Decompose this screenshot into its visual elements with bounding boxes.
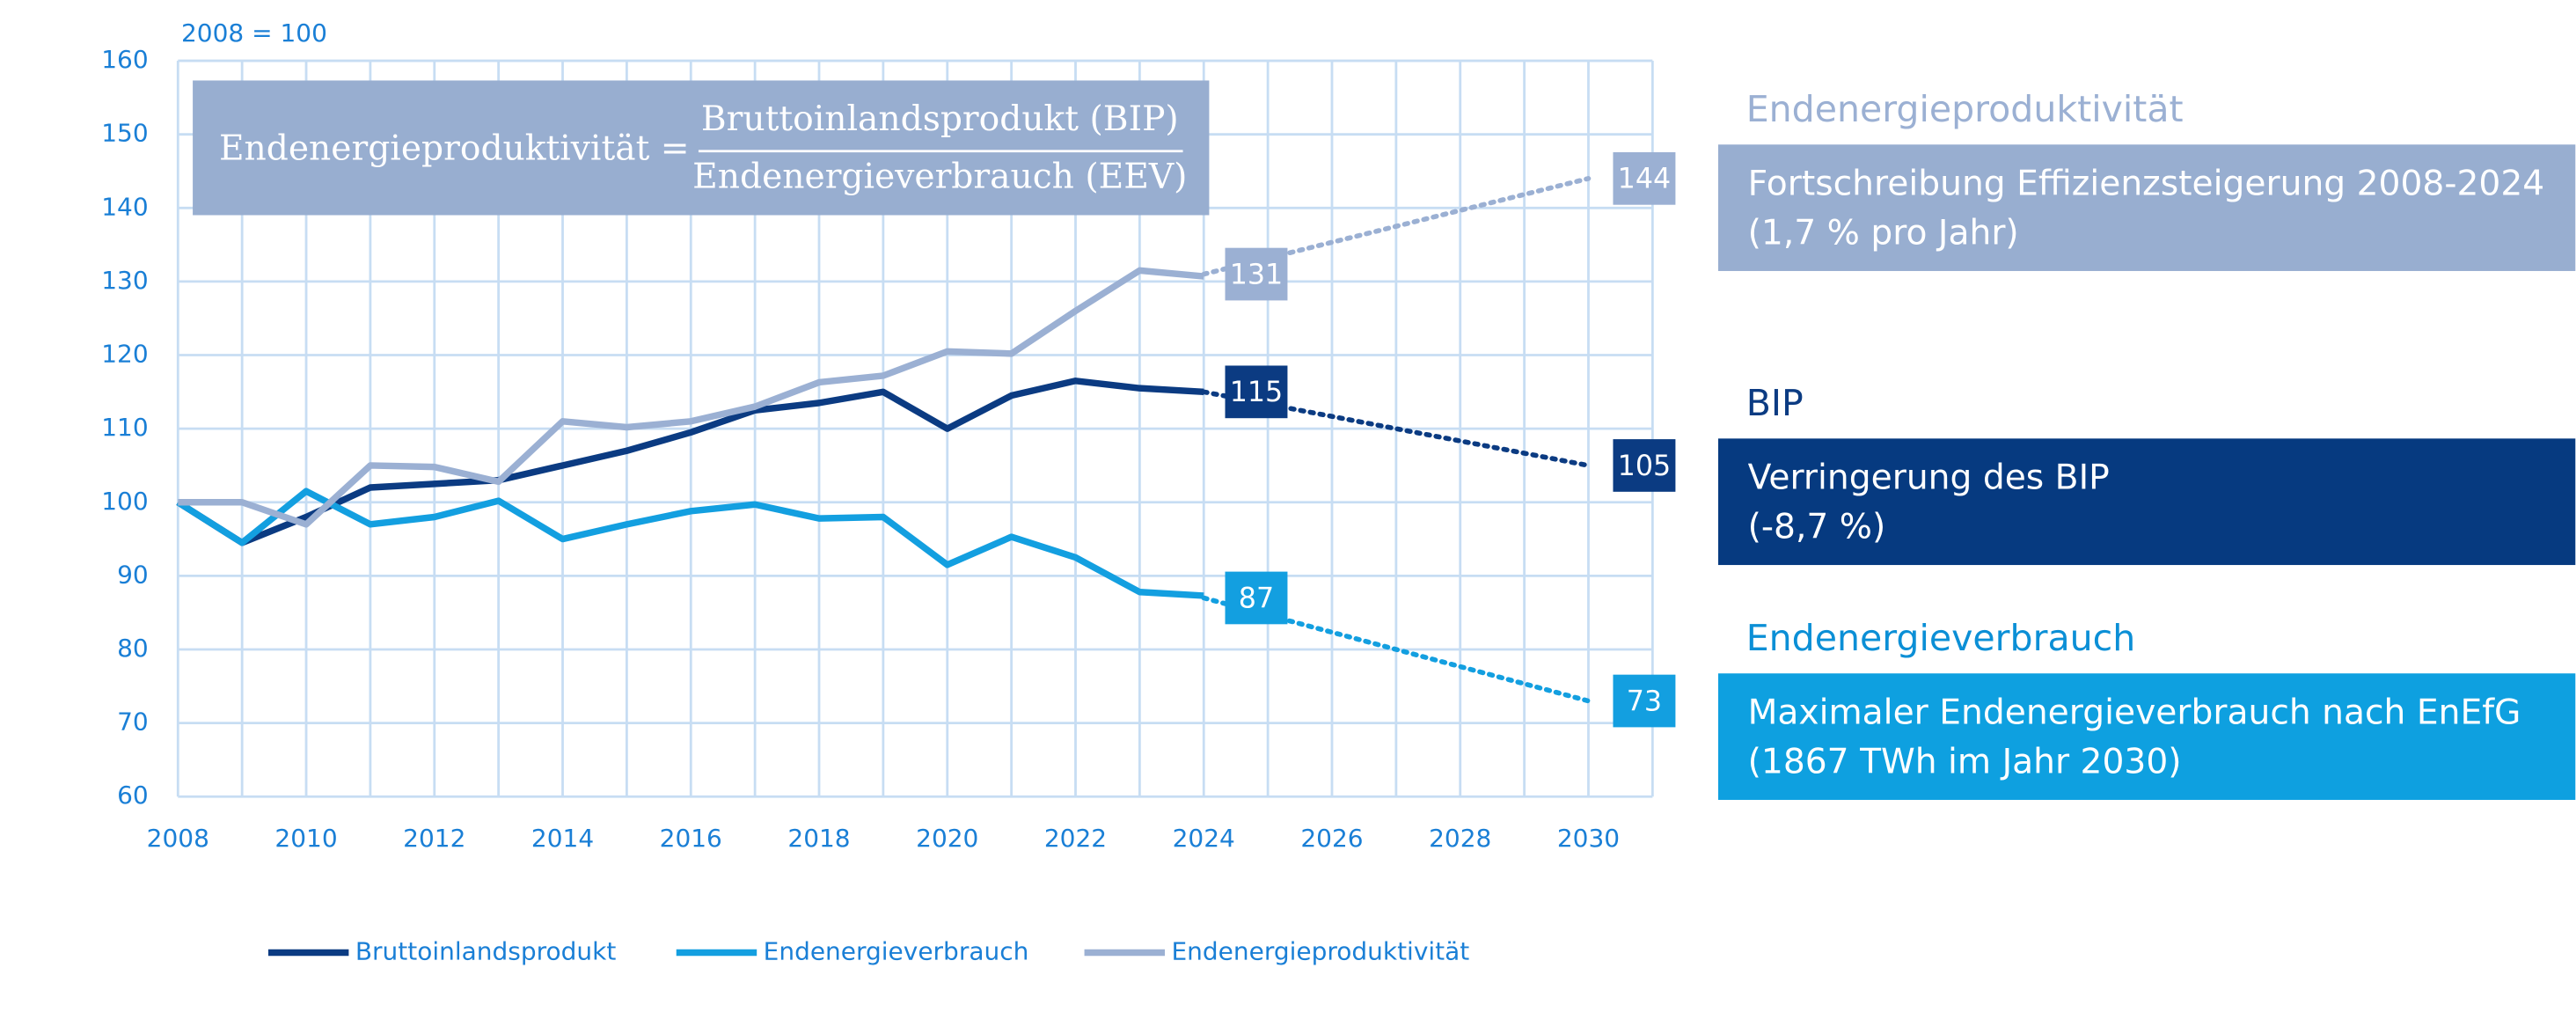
value-label-box <box>1613 439 1676 492</box>
annotation-box <box>1718 438 2576 566</box>
y-tick-label: 80 <box>117 634 149 663</box>
legend-label: Bruttoinlandsprodukt <box>355 937 617 966</box>
value-label-box <box>1225 365 1288 419</box>
y-tick-label: 110 <box>101 413 148 442</box>
y-tick-label: 100 <box>101 487 148 516</box>
x-tick-label: 2008 <box>147 824 209 853</box>
y-tick-label: 60 <box>117 781 149 810</box>
x-tick-label: 2014 <box>531 824 594 853</box>
annotation-text: (1,7 % pro Jahr) <box>1748 213 2019 253</box>
formula-left: Endenergieproduktivität = <box>219 129 690 169</box>
y-tick-label: 120 <box>101 340 148 369</box>
y-tick-label: 160 <box>101 45 148 74</box>
annotation-text: Verringerung des BIP <box>1748 458 2110 498</box>
y-tick-label: 150 <box>101 119 148 148</box>
projection-line <box>1201 595 1592 704</box>
annotation-box <box>1718 673 2576 800</box>
formula-numerator: Bruttoinlandsprodukt (BIP) <box>701 99 1179 139</box>
annotation-title: Endenergieproduktivität <box>1746 88 2184 130</box>
y-tick-label: 140 <box>101 192 148 221</box>
y-tick-label: 130 <box>101 266 148 295</box>
x-tick-label: 2026 <box>1300 824 1363 853</box>
value-label-box <box>1613 151 1676 205</box>
series-line <box>178 267 1204 528</box>
x-tick-label: 2018 <box>787 824 850 853</box>
x-tick-label: 2028 <box>1429 824 1491 853</box>
x-tick-label: 2030 <box>1557 824 1620 853</box>
value-label: 144 <box>1618 164 1672 195</box>
y-tick-label: 70 <box>117 708 149 737</box>
x-tick-label: 2022 <box>1044 824 1107 853</box>
x-tick-label: 2024 <box>1173 824 1235 853</box>
x-tick-label: 2012 <box>403 824 465 853</box>
y-tick-label: 90 <box>117 560 149 589</box>
series-line <box>176 378 1204 546</box>
x-tick-label: 2016 <box>660 824 722 853</box>
value-label-box <box>1225 571 1288 625</box>
value-label: 73 <box>1627 686 1662 717</box>
value-label: 87 <box>1239 583 1274 614</box>
annotation-text: Fortschreibung Effizienzsteigerung 2008-… <box>1748 164 2545 203</box>
annotation-text: (1867 TWh im Jahr 2030) <box>1748 742 2182 781</box>
annotation-text: (-8,7 %) <box>1748 507 1886 546</box>
annotation-title: Endenergieverbrauch <box>1746 617 2135 659</box>
series-line <box>176 488 1204 599</box>
value-label-box <box>1225 247 1288 301</box>
annotation-text: Maximaler Endenergieverbrauch nach EnEfG <box>1748 693 2521 732</box>
legend-label: Endenergieverbrauch <box>764 937 1029 966</box>
x-tick-label: 2010 <box>274 824 337 853</box>
value-label: 115 <box>1230 377 1284 408</box>
annotation-box <box>1718 144 2576 271</box>
annotation-title: BIP <box>1746 382 1804 424</box>
formula-denominator: Endenergieverbrauch (EEV) <box>692 157 1187 196</box>
value-label: 105 <box>1618 451 1672 482</box>
y-axis-label: 2008 = 100 <box>181 18 327 48</box>
projection-line <box>1201 176 1592 277</box>
x-tick-label: 2020 <box>916 824 978 853</box>
value-label-box <box>1613 674 1676 728</box>
legend-label: Endenergieproduktivität <box>1171 937 1469 966</box>
projection-line <box>1201 389 1592 468</box>
formula-box <box>193 80 1210 216</box>
value-label: 131 <box>1230 259 1284 290</box>
